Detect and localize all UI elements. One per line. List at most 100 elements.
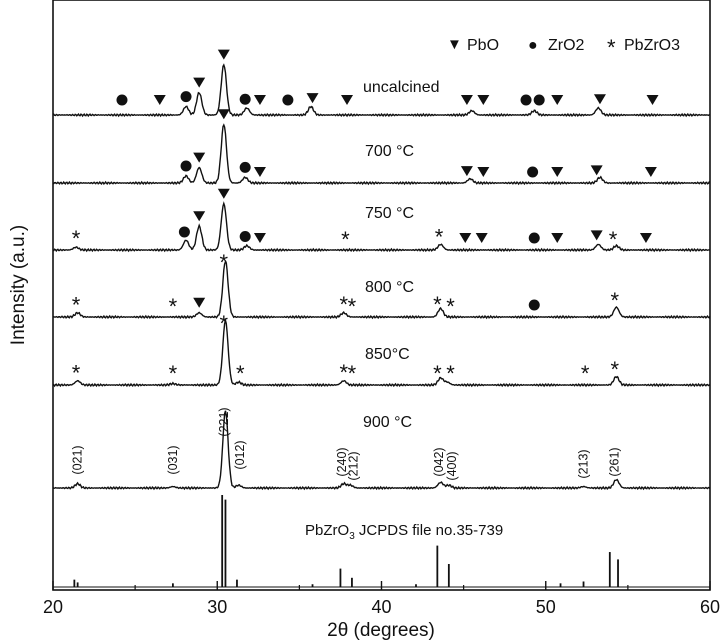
hkl-label: (031) [166,445,180,474]
pbzro3-marker: * [72,293,81,318]
pbo-marker [459,233,472,243]
pbzro3-marker: * [433,292,442,317]
zro2-marker [528,232,540,244]
x-tick-label: 20 [43,597,63,617]
pbzro3-marker: * [220,311,229,336]
pbzro3-marker: * [609,227,618,252]
pbzro3-marker: * [435,224,444,249]
trace-line [52,260,711,320]
zro2-marker [528,299,540,311]
hkl-label: (400) [445,451,459,480]
zro2-marker [239,231,251,243]
reference-label-rest: JCPDS file no.35-739 [355,522,503,539]
zro2-marker [527,166,539,178]
pbo-marker [253,167,266,177]
zro2-marker [178,226,190,238]
pbo-marker [593,94,606,105]
trace-label-850: 850°C [365,346,410,363]
pbo-marker [306,93,319,104]
hkl-label: (012) [233,440,247,469]
reference-pattern [53,495,710,588]
y-axis-title: Intensity (a.u.) [8,225,29,345]
pbo-marker [460,95,473,105]
trace-line [52,317,711,388]
zro2-marker [180,160,192,172]
pbo-marker [590,230,603,241]
pbzro3-marker: * [72,361,81,386]
trace-label-750: 750 °C [365,205,414,222]
pbzro3-marker: * [236,361,245,386]
pbo-marker [193,211,206,222]
reference-label-main: PbZrO [305,522,349,539]
pbo-marker [551,167,564,177]
legend: ▼ PbO ● ZrO2 * PbZrO3 [447,35,680,60]
zro2-marker [239,161,251,173]
pbzro3-marker: * [348,294,357,319]
pbo-marker [644,167,657,177]
hkl-label: (213) [577,449,591,478]
pbo-marker [193,152,206,163]
zro2-marker [239,93,251,105]
x-axis-title: 2θ (degrees) [327,620,435,641]
pbo-marker [341,95,354,105]
trace-label-900: 900 °C [363,414,412,431]
trace-label-800: 800 °C [365,279,414,296]
hkl-label: (212) [347,451,361,480]
pbzro3-marker: * [610,288,619,313]
pbo-marker [253,95,266,105]
zro2-marker [116,94,128,106]
pbo-marker [217,188,230,199]
hkl-label: (042) [432,447,446,476]
pbo-marker [646,95,659,105]
pbzro3-marker: * [446,361,455,386]
pbo-marker [551,233,564,243]
zro2-marker [180,91,192,103]
trace-line [52,123,711,186]
pbzro3-marker: * [610,357,619,382]
pbo-marker [217,49,230,60]
pbzro3-marker: * [339,360,348,385]
trace-line [52,63,710,118]
pbo-marker [551,95,564,105]
pbo-marker [153,95,166,105]
hkl-label: (021) [71,445,85,474]
pbo-marker [475,233,488,243]
pbo-marker [477,95,490,105]
x-tick-label: 50 [536,597,556,617]
reference-label-sub: 3 [349,531,355,542]
trace-label-700: 700 °C [365,143,414,160]
x-tick-label: 60 [700,597,720,617]
pbzro3-marker: * [341,227,350,252]
pbzro3-marker: * [72,226,81,251]
x-axis-ticks: 20 30 40 50 60 [43,581,720,617]
trace-label-uncalcined: uncalcined [363,79,440,96]
pbzro3-marker: * [433,361,442,386]
legend-zro2-glyph: ● [528,37,538,54]
hkl-label: (261) [608,447,622,476]
zro2-marker [282,94,294,106]
pbzro3-marker: * [339,292,348,317]
trace-line [53,201,711,253]
legend-zro2-label: ZrO2 [548,37,585,54]
pbo-marker [639,233,652,243]
pbzro3-marker: * [220,250,229,275]
pbo-marker [253,233,266,243]
pbo-marker [590,165,603,176]
pbo-marker [193,77,206,88]
legend-pbo-glyph: ▼ [447,36,462,53]
legend-pbzro3-label: PbZrO3 [624,37,680,54]
pbzro3-marker: * [446,294,455,319]
pbzro3-marker: * [169,361,178,386]
zro2-marker [520,94,532,106]
x-tick-label: 30 [207,597,227,617]
zro2-marker [533,94,545,106]
legend-pbzro3-glyph: * [607,35,616,60]
pbo-marker [217,109,230,120]
trace-line [52,410,711,491]
miller-index-labels: (021) (031) (221)(012) (240)(212) (042) (400)… [71,407,622,480]
x-tick-label: 40 [371,597,391,617]
phase-markers: * * * ** *** * * * ** *** * * * * * * [72,49,659,386]
legend-pbo-label: PbO [467,37,499,54]
pbo-marker [460,166,473,177]
